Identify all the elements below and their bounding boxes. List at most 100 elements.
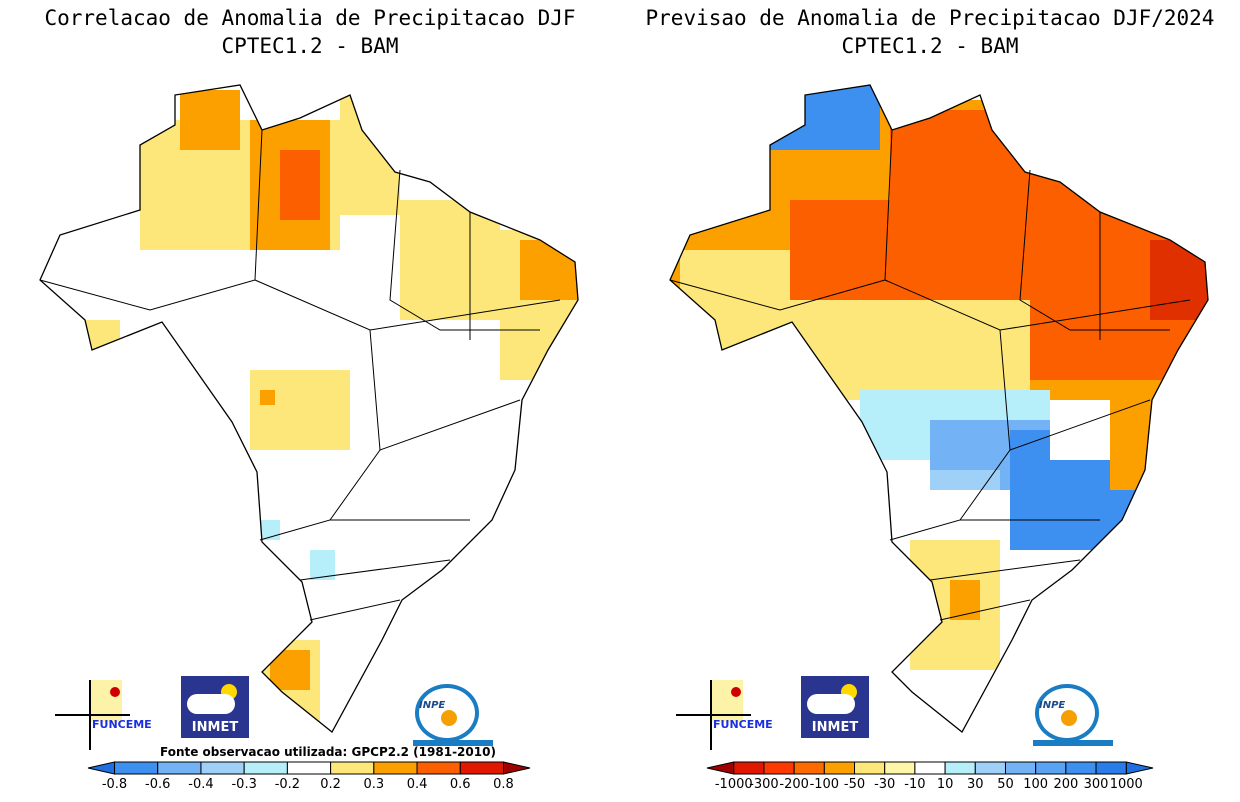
colorbar-swatch	[944, 761, 976, 775]
colorbar-swatch	[286, 761, 332, 775]
colorbar-label: -50	[844, 777, 865, 792]
inpe-logo: INPE	[413, 678, 493, 748]
anomaly-cell	[780, 300, 1030, 400]
colorbar-swatch	[416, 761, 461, 775]
funceme-logo-right: FUNCEME	[676, 680, 776, 750]
colorbar-arrow-high	[502, 761, 531, 775]
state-border	[389, 169, 540, 331]
state-border	[254, 129, 561, 331]
anomaly-cell	[520, 240, 578, 300]
state-border	[1009, 399, 1151, 451]
anomaly-cell	[310, 550, 335, 580]
colorbar-label: 0.2	[320, 777, 341, 792]
state-border	[939, 599, 1031, 621]
right-forecast-map-field	[670, 85, 1208, 670]
anomaly-cell	[260, 390, 275, 405]
right-colorbar: -1000-300 -200 -100 -50 -30 -10 10 30 50 100 200 30…	[706, 761, 1154, 792]
state-border	[259, 329, 381, 541]
inmet-logo-right: INMET	[801, 676, 869, 738]
inmet-logo: INMET	[181, 676, 249, 738]
state-border	[39, 279, 256, 311]
anomaly-cell	[280, 150, 320, 220]
anomaly-cell	[250, 370, 350, 450]
colorbar-label: -1000	[715, 777, 753, 792]
anomaly-cell	[910, 490, 1010, 540]
colorbar-label: 1000	[1110, 777, 1143, 792]
colorbar-label: 300	[1084, 777, 1109, 792]
colorbar-swatch	[200, 761, 245, 775]
state-border	[889, 329, 1011, 541]
colorbar-label: 0.6	[450, 777, 471, 792]
state-border	[1019, 169, 1170, 331]
anomaly-cell	[260, 520, 280, 540]
left-title-text: Correlacao de Anomalia de Precipitacao D…	[44, 6, 576, 30]
right-map-title: Previsao de Anomalia de Precipitacao DJF…	[620, 4, 1240, 60]
inpe-logo-right: INPE	[1033, 678, 1113, 748]
state-border	[299, 559, 451, 581]
colorbar-label: -10	[904, 777, 925, 792]
colorbar-label: -0.6	[145, 777, 170, 792]
right-title-text: Previsao de Anomalia de Precipitacao DJF…	[645, 6, 1215, 30]
state-border	[379, 399, 521, 451]
colorbar-swatch	[373, 761, 418, 775]
colorbar-swatch	[1035, 761, 1067, 775]
anomaly-cell	[930, 200, 1010, 300]
colorbar-label: -30	[874, 777, 895, 792]
colorbar-swatch	[114, 761, 159, 775]
anomaly-cell	[400, 200, 500, 320]
colorbar-swatch	[243, 761, 288, 775]
colorbar-label: -300	[749, 777, 779, 792]
colorbar-label: -0.8	[102, 777, 127, 792]
anomaly-cell	[770, 85, 880, 150]
anomaly-cell	[270, 650, 310, 690]
colorbar-swatch	[974, 761, 1006, 775]
colorbar-arrow-low	[706, 761, 735, 775]
left-correlation-map	[39, 84, 579, 733]
colorbar-arrow-low	[87, 761, 116, 775]
anomaly-cell	[340, 95, 400, 215]
colorbar-label: 100	[1023, 777, 1048, 792]
colorbar-swatch	[157, 761, 202, 775]
colorbar-swatch	[854, 761, 886, 775]
state-border	[884, 129, 1191, 331]
colorbar-label: 200	[1053, 777, 1078, 792]
colorbar-label: 0.8	[493, 777, 514, 792]
anomaly-cell	[180, 90, 240, 150]
colorbar-swatch	[763, 761, 795, 775]
colorbar-swatch	[733, 761, 765, 775]
left-subtitle-text: CPTEC1.2 - BAM	[221, 34, 399, 58]
colorbar-swatch	[1004, 761, 1037, 775]
right-forecast-map	[669, 84, 1209, 733]
left-correlation-map-field	[80, 90, 578, 730]
colorbar-label: 10	[937, 777, 954, 792]
colorbar-label: -0.3	[231, 777, 256, 792]
state-border	[669, 279, 886, 311]
left-map-title: Correlacao de Anomalia de Precipitacao D…	[0, 4, 620, 60]
colorbar-label: 0.4	[407, 777, 428, 792]
colorbar-swatch	[823, 761, 856, 775]
colorbar-label: 0.3	[363, 777, 384, 792]
anomaly-cell	[950, 580, 980, 620]
right-subtitle-text: CPTEC1.2 - BAM	[841, 34, 1019, 58]
colorbar-swatch	[793, 761, 825, 775]
state-border	[929, 559, 1081, 581]
funceme-logo: FUNCEME	[55, 680, 155, 750]
colorbar-label: -200	[779, 777, 809, 792]
colorbar-swatch	[1065, 761, 1097, 775]
colorbar-label: 30	[967, 777, 984, 792]
colorbar-swatch	[914, 761, 946, 775]
source-note: Fonte observacao utilizada: GPCP2.2 (198…	[160, 745, 496, 759]
colorbar-swatch	[330, 761, 375, 775]
colorbar-label: 50	[997, 777, 1014, 792]
colorbar-swatch	[459, 761, 504, 775]
brazil-border	[39, 84, 579, 733]
colorbar-swatch	[1095, 761, 1127, 775]
colorbar-swatch	[884, 761, 916, 775]
state-border	[309, 599, 401, 621]
colorbar-label: -0.4	[188, 777, 213, 792]
anomaly-cell	[1050, 430, 1110, 460]
brazil-border	[669, 84, 1209, 733]
anomaly-cell	[1150, 240, 1208, 320]
colorbar-label: -0.2	[275, 777, 300, 792]
left-colorbar: -0.8 -0.6 -0.4 -0.3 -0.2 0.2 0.3 0.4 0.6 0.8	[87, 761, 531, 792]
